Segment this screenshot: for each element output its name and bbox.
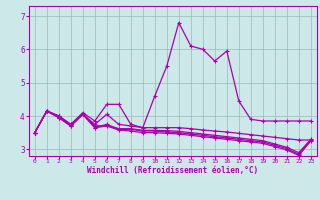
X-axis label: Windchill (Refroidissement éolien,°C): Windchill (Refroidissement éolien,°C) [87,166,258,175]
